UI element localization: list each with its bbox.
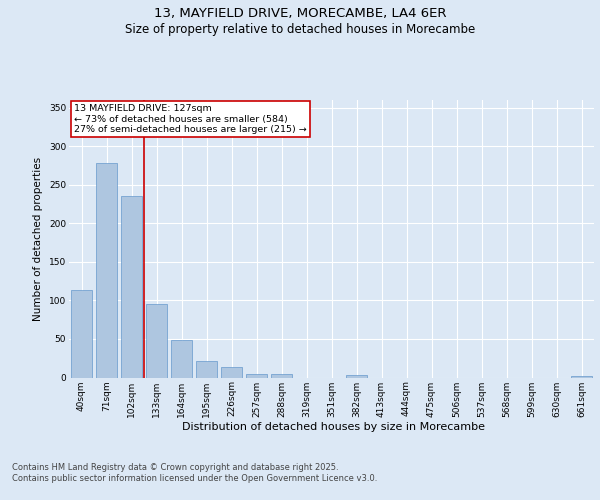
- Y-axis label: Number of detached properties: Number of detached properties: [34, 156, 43, 321]
- Bar: [146, 304, 167, 378]
- Text: Distribution of detached houses by size in Morecambe: Distribution of detached houses by size …: [182, 422, 485, 432]
- Bar: [346, 375, 367, 378]
- Bar: [71, 290, 92, 378]
- Text: Contains public sector information licensed under the Open Government Licence v3: Contains public sector information licen…: [12, 474, 377, 483]
- Bar: [221, 368, 242, 378]
- Bar: [171, 340, 192, 378]
- Bar: [571, 376, 592, 378]
- Bar: [196, 362, 217, 378]
- Bar: [121, 196, 142, 378]
- Text: Contains HM Land Registry data © Crown copyright and database right 2025.: Contains HM Land Registry data © Crown c…: [12, 462, 338, 471]
- Text: Size of property relative to detached houses in Morecambe: Size of property relative to detached ho…: [125, 22, 475, 36]
- Bar: [246, 374, 267, 378]
- Bar: [271, 374, 292, 378]
- Text: 13 MAYFIELD DRIVE: 127sqm
← 73% of detached houses are smaller (584)
27% of semi: 13 MAYFIELD DRIVE: 127sqm ← 73% of detac…: [74, 104, 307, 134]
- Text: 13, MAYFIELD DRIVE, MORECAMBE, LA4 6ER: 13, MAYFIELD DRIVE, MORECAMBE, LA4 6ER: [154, 8, 446, 20]
- Bar: [96, 163, 117, 378]
